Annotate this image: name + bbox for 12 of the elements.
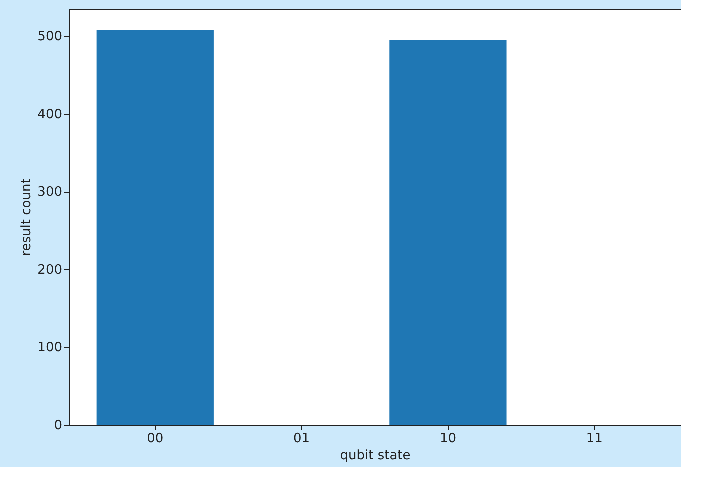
x-axis-title: qubit state	[340, 448, 411, 464]
x-tick-label: 10	[440, 432, 456, 446]
y-tick-label: 400	[38, 107, 62, 122]
x-tick-label: 11	[586, 432, 603, 446]
y-tick-label: 0	[54, 418, 62, 434]
y-tick-label: 300	[38, 185, 62, 200]
x-tick-label: 01	[294, 432, 310, 446]
x-tick-label: 00	[147, 432, 164, 446]
y-axis-title: result count	[20, 178, 35, 256]
y-tick-label: 200	[38, 262, 62, 278]
y-tick-label: 500	[38, 30, 62, 45]
y-tick-label: 100	[38, 340, 62, 356]
